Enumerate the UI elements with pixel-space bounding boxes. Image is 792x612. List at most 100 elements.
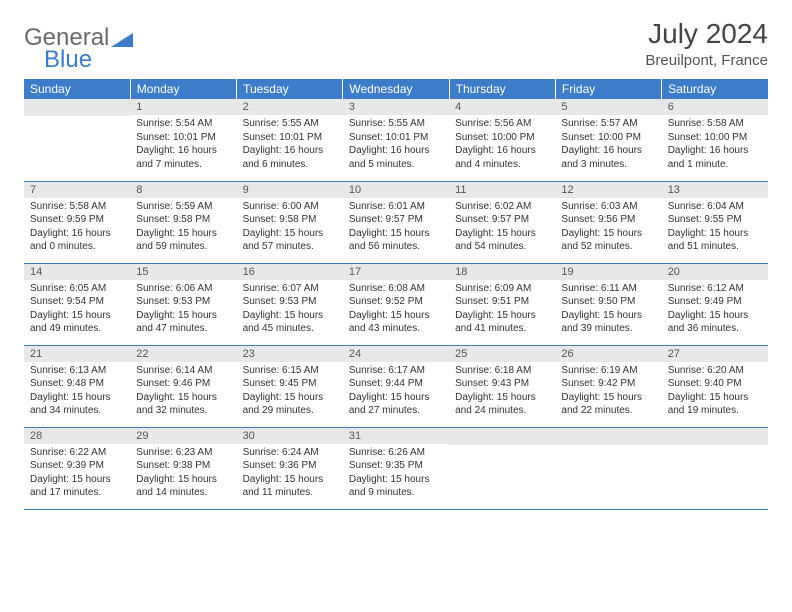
sunset: Sunset: 9:38 PM [136,459,230,473]
calendar-cell: 25Sunrise: 6:18 AMSunset: 9:43 PMDayligh… [449,345,555,427]
daylight-2: and 41 minutes. [455,322,549,336]
sunrise: Sunrise: 5:58 AM [668,117,762,131]
sunset: Sunset: 9:49 PM [668,295,762,309]
daylight-2: and 34 minutes. [30,404,124,418]
sunset: Sunset: 10:01 PM [243,131,337,145]
sunset: Sunset: 9:53 PM [136,295,230,309]
daylight-1: Daylight: 15 hours [136,473,230,487]
day-number: 10 [343,182,449,198]
daylight-1: Daylight: 15 hours [455,391,549,405]
day-content: Sunrise: 6:03 AMSunset: 9:56 PMDaylight:… [555,198,661,258]
sunset: Sunset: 9:40 PM [668,377,762,391]
day-content: Sunrise: 5:58 AMSunset: 10:00 PMDaylight… [662,115,768,175]
sunrise: Sunrise: 5:54 AM [136,117,230,131]
calendar-cell [662,427,768,509]
calendar-week: 7 Sunrise: 5:58 AMSunset: 9:59 PM Daylight… [24,181,768,263]
daylight-1: Daylight: 15 hours [455,227,549,241]
day-number: 23 [237,346,343,362]
day-number: 4 [449,99,555,115]
sunset: Sunset: 10:01 PM [136,131,230,145]
daylight-1: Daylight: 15 hours [243,227,337,241]
sunset: Sunset: 9:57 PM [455,213,549,227]
sunrise: Sunrise: 5:56 AM [455,117,549,131]
daylight-1: Daylight: 15 hours [349,227,443,241]
daylight-2: and 19 minutes. [668,404,762,418]
daylight-2: and 14 minutes. [136,486,230,500]
sunset: Sunset: 9:59 PM [30,213,124,227]
daylight-1: Daylight: 15 hours [668,309,762,323]
calendar-body: 1Sunrise: 5:54 AMSunset: 10:01 PMDayligh… [24,99,768,509]
sunrise: Sunrise: 5:58 AM [30,200,124,214]
day-number: 1 [130,99,236,115]
sunset: Sunset: 9:46 PM [136,377,230,391]
day-number: 3 [343,99,449,115]
daylight-2: and 54 minutes. [455,240,549,254]
calendar-cell [449,427,555,509]
sunrise: Sunrise: 6:03 AM [561,200,655,214]
sunrise: Sunrise: 6:22 AM [30,446,124,460]
daylight-1: Daylight: 15 hours [136,227,230,241]
weekday-header: Monday [130,79,236,99]
logo-text-2: Blue [44,46,92,74]
calendar-cell: 17Sunrise: 6:08 AMSunset: 9:52 PMDayligh… [343,263,449,345]
daylight-1: Daylight: 15 hours [30,309,124,323]
sunrise: Sunrise: 6:01 AM [349,200,443,214]
calendar-cell: 20Sunrise: 6:12 AMSunset: 9:49 PMDayligh… [662,263,768,345]
day-number: 9 [237,182,343,198]
calendar-cell: 18Sunrise: 6:09 AMSunset: 9:51 PMDayligh… [449,263,555,345]
day-content: Sunrise: 6:07 AMSunset: 9:53 PMDaylight:… [237,280,343,340]
day-content: Sunrise: 5:56 AMSunset: 10:00 PMDaylight… [449,115,555,175]
sunset: Sunset: 9:58 PM [243,213,337,227]
sunrise: Sunrise: 6:13 AM [30,364,124,378]
daylight-2: and 36 minutes. [668,322,762,336]
calendar-cell: 28Sunrise: 6:22 AMSunset: 9:39 PMDayligh… [24,427,130,509]
daylight-1: Daylight: 15 hours [349,391,443,405]
sunset: Sunset: 9:39 PM [30,459,124,473]
day-number: 7 [24,182,130,198]
daylight-1: Daylight: 15 hours [668,227,762,241]
day-content: Sunrise: 6:22 AMSunset: 9:39 PMDaylight:… [24,444,130,504]
header: General July 2024 Breuilpont, France [24,18,768,69]
calendar-cell: 13Sunrise: 6:04 AMSunset: 9:55 PMDayligh… [662,181,768,263]
day-number: 29 [130,428,236,444]
day-number: 17 [343,264,449,280]
empty-day [24,99,130,116]
sunrise: Sunrise: 6:24 AM [243,446,337,460]
sunrise: Sunrise: 6:14 AM [136,364,230,378]
day-content: Sunrise: 5:59 AMSunset: 9:58 PMDaylight:… [130,198,236,258]
calendar-cell: 26Sunrise: 6:19 AMSunset: 9:42 PMDayligh… [555,345,661,427]
sunset: Sunset: 9:54 PM [30,295,124,309]
sunset: Sunset: 9:57 PM [349,213,443,227]
day-content: Sunrise: 6:26 AMSunset: 9:35 PMDaylight:… [343,444,449,504]
day-content: Sunrise: 6:18 AMSunset: 9:43 PMDaylight:… [449,362,555,422]
daylight-1: Daylight: 15 hours [243,309,337,323]
sunset: Sunset: 9:35 PM [349,459,443,473]
daylight-2: and 59 minutes. [136,240,230,254]
daylight-2: and 0 minutes. [30,240,124,254]
day-number: 24 [343,346,449,362]
calendar-week: 21Sunrise: 6:13 AMSunset: 9:48 PMDayligh… [24,345,768,427]
daylight-1: Daylight: 15 hours [349,473,443,487]
weekday-header: Saturday [662,79,768,99]
sunrise: Sunrise: 6:20 AM [668,364,762,378]
calendar-cell: 10 Sunrise: 6:01 AMSunset: 9:57 PMDayligh… [343,181,449,263]
logo-line2: Blue [44,40,92,74]
calendar-cell: 3Sunrise: 5:55 AMSunset: 10:01 PMDayligh… [343,99,449,181]
day-content: Sunrise: 5:55 AMSunset: 10:01 PMDaylight… [237,115,343,175]
sunrise: Sunrise: 6:07 AM [243,282,337,296]
daylight-1: Daylight: 16 hours [136,144,230,158]
sunrise: Sunrise: 6:12 AM [668,282,762,296]
daylight-1: Daylight: 15 hours [136,309,230,323]
day-number: 11 [449,182,555,198]
calendar-cell: 14Sunrise: 6:05 AMSunset: 9:54 PMDayligh… [24,263,130,345]
sunrise: Sunrise: 6:18 AM [455,364,549,378]
daylight-2: and 17 minutes. [30,486,124,500]
daylight-2: and 6 minutes. [243,158,337,172]
daylight-2: and 11 minutes. [243,486,337,500]
day-content: Sunrise: 6:12 AMSunset: 9:49 PMDaylight:… [662,280,768,340]
sunrise: Sunrise: 6:26 AM [349,446,443,460]
day-number: 22 [130,346,236,362]
day-content: Sunrise: 6:15 AMSunset: 9:45 PMDaylight:… [237,362,343,422]
sunset: Sunset: 9:43 PM [455,377,549,391]
daylight-1: Daylight: 15 hours [561,227,655,241]
